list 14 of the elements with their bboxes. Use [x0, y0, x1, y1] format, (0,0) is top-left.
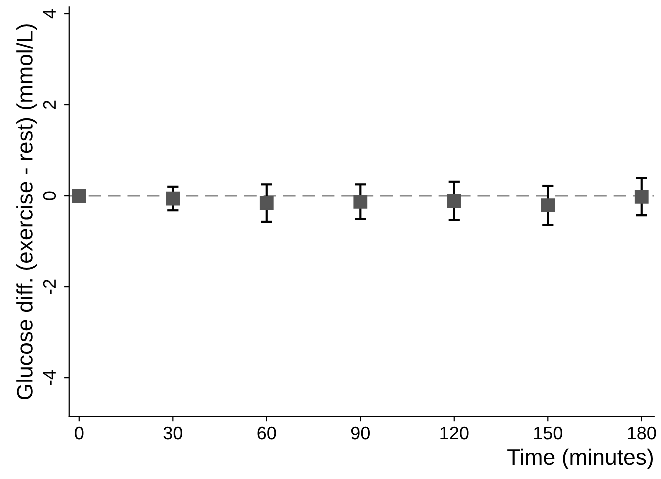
x-axis-title: Time (minutes): [508, 448, 654, 470]
x-tick-label: 0: [75, 426, 84, 440]
y-tick-label: 0: [43, 192, 56, 200]
x-tick-label: 180: [628, 426, 656, 440]
x-tick-label: 90: [351, 426, 370, 440]
x-tick-label: 60: [258, 426, 276, 440]
x-tick-label: 120: [440, 426, 469, 440]
y-tick-label: -2: [43, 280, 56, 294]
y-tick-label: 4: [44, 10, 56, 19]
y-axis-title: Glucose diff. (exercise - rest) (mmol/L): [16, 24, 38, 400]
y-tick-label: 2: [43, 100, 56, 110]
x-tick-label: 30: [164, 426, 182, 440]
y-tick-label: -4: [44, 370, 56, 386]
x-tick-label: 150: [534, 426, 562, 440]
